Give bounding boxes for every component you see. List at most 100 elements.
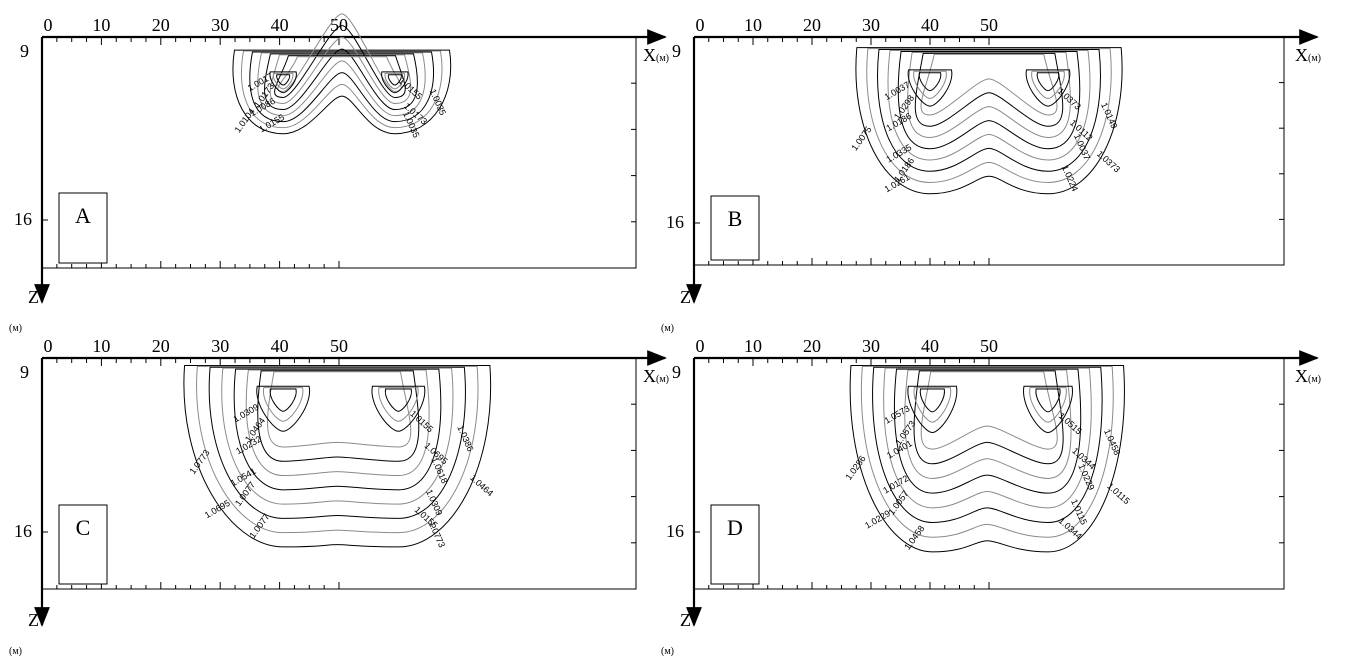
x-tick-label: 40 [921, 336, 939, 356]
contour-line [1035, 388, 1061, 413]
contour-line [920, 371, 1058, 450]
x-axis-title: X [643, 45, 656, 65]
panel-label: C [76, 515, 91, 540]
contour-label: 1.0464 [468, 472, 495, 498]
panel-label-box [710, 504, 760, 585]
contour-line [887, 50, 1091, 161]
contour-line [1031, 70, 1065, 99]
z-tick-label: 16 [666, 521, 684, 541]
z-tick-label: 9 [672, 362, 681, 382]
contour-line [269, 388, 297, 412]
x-tick-label: 30 [862, 15, 880, 35]
contour-line [208, 366, 466, 519]
contour-line [920, 53, 1058, 116]
panel-label-box [58, 504, 108, 585]
contour-line [866, 48, 1112, 184]
x-tick-label: 20 [152, 15, 170, 35]
x-axis-unit: (м) [1308, 374, 1321, 385]
contour-line [274, 25, 406, 98]
z-axis-unit: (м) [9, 323, 22, 334]
x-tick-label: 10 [92, 15, 110, 35]
contour-line [855, 47, 1123, 195]
contour-line [907, 69, 953, 107]
contour-line [894, 368, 1082, 494]
panel-label: D [727, 515, 743, 540]
plot-frame [694, 358, 1285, 590]
x-tick-label: 20 [803, 15, 821, 35]
x-tick-label: 0 [696, 15, 705, 35]
z-tick-label: 9 [20, 362, 29, 382]
contour-line [913, 387, 952, 423]
x-tick-label: 20 [152, 336, 170, 356]
contour-line [256, 385, 310, 432]
contour-line [1023, 385, 1073, 434]
contour-label: 1.0458 [1102, 427, 1122, 456]
contour-line [371, 385, 426, 432]
contour-line [267, 371, 412, 448]
x-tick-label: 50 [980, 15, 998, 35]
contour-line [241, 50, 443, 129]
contour-line [183, 364, 492, 548]
contour-label: 1.0115 [1105, 481, 1132, 506]
contour-line [233, 368, 442, 491]
contour-line [196, 365, 479, 534]
x-tick-label: 0 [44, 336, 53, 356]
z-tick-label: 16 [14, 521, 32, 541]
contour-line [919, 388, 945, 413]
z-tick-label: 16 [14, 209, 32, 229]
x-axis-title: X [1295, 366, 1308, 386]
contour-line [264, 48, 418, 111]
x-tick-label: 0 [696, 336, 705, 356]
x-axis-title: X [643, 366, 656, 386]
x-tick-label: 30 [862, 336, 880, 356]
x-tick-label: 50 [330, 336, 348, 356]
plot-frame [42, 37, 637, 269]
contour-label: 1.0155 [257, 112, 286, 134]
contour-line [883, 367, 1092, 509]
z-axis-title: Z [680, 287, 691, 307]
x-axis-unit: (м) [656, 53, 669, 64]
contour-line [1029, 387, 1067, 423]
contour-line [907, 385, 958, 434]
x-axis-title: X [1295, 45, 1308, 65]
contour-line [262, 387, 304, 422]
contour-line [381, 71, 409, 94]
contour-line [245, 369, 430, 477]
contour-line [849, 364, 1125, 553]
z-tick-label: 16 [666, 212, 684, 232]
contour-line [276, 74, 291, 86]
contour-line [897, 50, 1081, 150]
contour-line [269, 71, 297, 94]
z-axis-unit: (м) [661, 646, 674, 657]
z-axis-unit: (м) [9, 646, 22, 657]
x-axis-unit: (м) [1308, 53, 1321, 64]
contour-line [914, 52, 1064, 127]
contour-label: 1.0773 [187, 448, 211, 476]
contour-line [257, 370, 420, 462]
plot-frame [694, 37, 1285, 266]
contour-line [904, 369, 1072, 479]
contour-label: 1.0373 [1056, 86, 1083, 112]
contour-line [1025, 69, 1071, 107]
contour-line [272, 72, 294, 90]
panel-label-box [58, 192, 108, 264]
contour-line [1036, 72, 1060, 92]
z-tick-label: 9 [20, 41, 29, 61]
contour-label: 1.0229 [863, 508, 892, 530]
z-axis-title: Z [680, 610, 691, 630]
contour-line [913, 370, 1064, 465]
x-tick-label: 10 [744, 15, 762, 35]
contour-label: 1.0104 [232, 106, 256, 134]
panel-label: A [75, 203, 91, 228]
x-tick-label: 10 [744, 336, 762, 356]
contour-label: 1.0224 [1060, 164, 1080, 193]
contour-label: 1.0035 [428, 88, 448, 117]
z-axis-title: Z [28, 287, 39, 307]
contour-line [907, 51, 1071, 138]
contour-line [918, 72, 942, 92]
x-tick-label: 40 [921, 15, 939, 35]
